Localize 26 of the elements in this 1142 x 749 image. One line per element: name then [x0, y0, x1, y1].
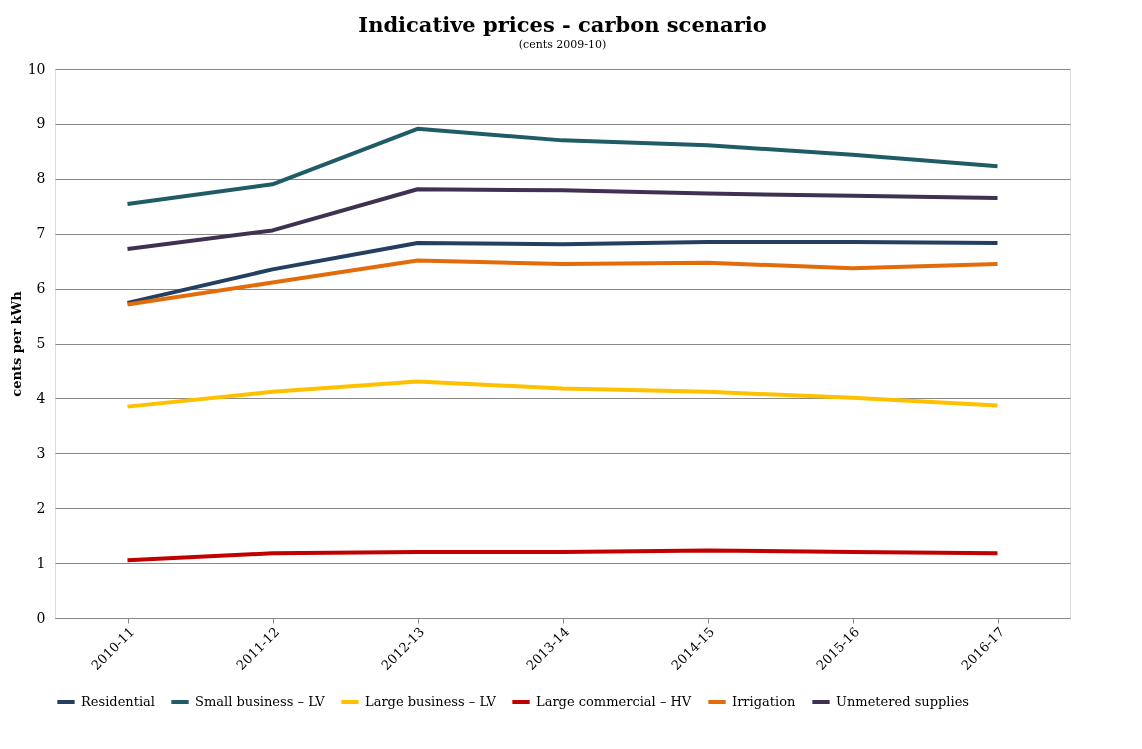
y-tick-label: 2 [36, 499, 46, 516]
chart-title: Indicative prices - carbon scenario [358, 12, 767, 37]
y-tick-label: 9 [36, 115, 46, 132]
legend-label: Large commercial – HV [536, 694, 692, 709]
y-tick-label: 4 [36, 389, 46, 406]
y-tick-label: 0 [36, 609, 46, 626]
line-series [125, 548, 1000, 563]
line-series [125, 126, 1000, 207]
y-tick-label: 5 [36, 335, 46, 351]
y-tick-label: 10 [27, 60, 46, 77]
y-axis-title: cents per kWh [8, 290, 24, 397]
y-tick-label: 8 [36, 170, 46, 187]
legend-label: Large business – LV [365, 694, 497, 709]
legend-label: Unmetered supplies [836, 694, 969, 709]
y-tick-label: 1 [36, 554, 46, 571]
line-series [125, 379, 1000, 409]
legend-label: Irrigation [732, 694, 796, 709]
legend-label: Small business – LV [195, 694, 326, 709]
line-series [125, 258, 1000, 307]
y-tick-label: 7 [36, 225, 46, 242]
line-series [125, 239, 1000, 305]
line-series [125, 187, 1000, 252]
legend-label: Residential [81, 694, 155, 709]
y-tick-label: 6 [36, 280, 46, 297]
chart-subtitle: (cents 2009-10) [518, 38, 607, 51]
y-tick-label: 3 [36, 444, 46, 461]
